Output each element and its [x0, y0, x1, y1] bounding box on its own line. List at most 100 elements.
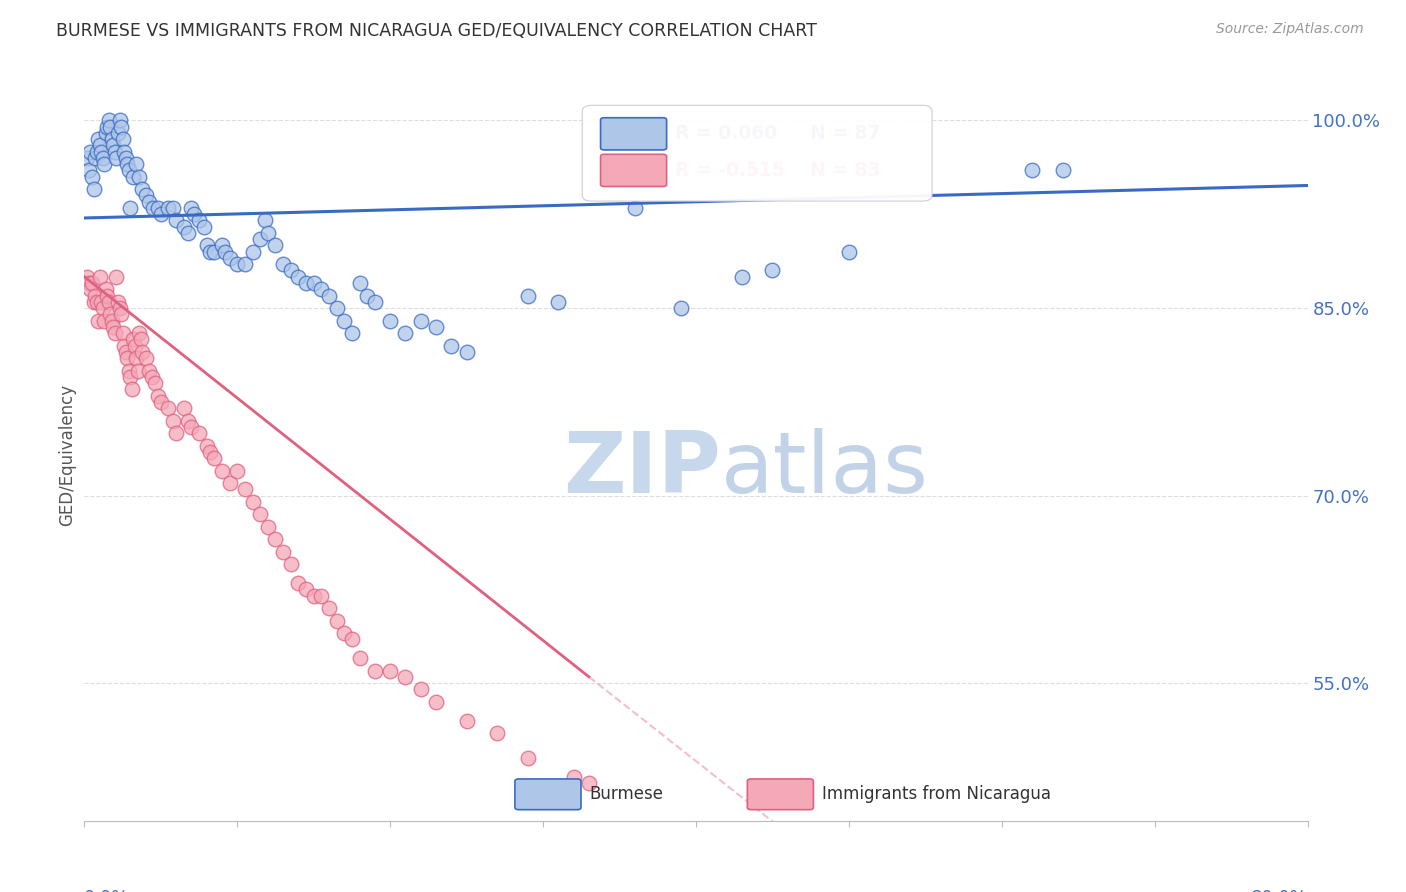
- Point: [146, 201, 169, 215]
- Point: [107, 294, 129, 309]
- Point: [264, 533, 287, 547]
- Point: [364, 664, 387, 678]
- Point: [86, 145, 108, 159]
- Point: [86, 294, 108, 309]
- Point: [440, 338, 463, 352]
- Point: [242, 495, 264, 509]
- Point: [112, 145, 135, 159]
- Point: [188, 425, 211, 440]
- Point: [120, 369, 142, 384]
- Point: [89, 138, 111, 153]
- Point: [157, 401, 180, 415]
- Point: [157, 201, 180, 215]
- Point: [195, 238, 218, 252]
- Point: [146, 388, 169, 402]
- Point: [98, 120, 121, 134]
- Point: [131, 182, 153, 196]
- Point: [108, 113, 131, 128]
- Point: [94, 282, 117, 296]
- Point: [90, 145, 112, 159]
- Point: [87, 313, 110, 327]
- Point: [311, 282, 333, 296]
- Point: [349, 276, 371, 290]
- Point: [516, 751, 538, 765]
- Point: [122, 332, 145, 346]
- FancyBboxPatch shape: [515, 779, 581, 810]
- Point: [125, 157, 148, 171]
- FancyBboxPatch shape: [582, 105, 932, 201]
- Point: [90, 294, 112, 309]
- Point: [120, 201, 142, 215]
- Text: Source: ZipAtlas.com: Source: ZipAtlas.com: [1216, 22, 1364, 37]
- Point: [214, 244, 236, 259]
- Point: [93, 313, 115, 327]
- Point: [195, 438, 218, 452]
- Point: [287, 576, 309, 591]
- Point: [180, 201, 202, 215]
- Text: ZIP: ZIP: [562, 428, 720, 511]
- Point: [547, 294, 569, 309]
- Point: [138, 363, 160, 377]
- Point: [105, 269, 128, 284]
- Text: Immigrants from Nicaragua: Immigrants from Nicaragua: [823, 785, 1050, 804]
- Point: [76, 269, 98, 284]
- FancyBboxPatch shape: [748, 779, 814, 810]
- Point: [516, 288, 538, 302]
- Point: [380, 313, 402, 327]
- Point: [173, 401, 195, 415]
- Point: [211, 464, 233, 478]
- Point: [325, 614, 347, 628]
- Point: [162, 413, 184, 427]
- Point: [177, 413, 200, 427]
- Point: [91, 301, 114, 315]
- Point: [280, 263, 302, 277]
- Point: [333, 313, 356, 327]
- Point: [180, 419, 202, 434]
- Point: [257, 226, 280, 240]
- Point: [731, 269, 754, 284]
- Point: [103, 319, 125, 334]
- Point: [114, 344, 136, 359]
- Point: [253, 213, 276, 227]
- Point: [173, 219, 195, 234]
- Point: [380, 664, 402, 678]
- Point: [84, 151, 107, 165]
- Text: Burmese: Burmese: [589, 785, 664, 804]
- Point: [311, 589, 333, 603]
- Point: [83, 294, 105, 309]
- Point: [131, 344, 153, 359]
- Text: BURMESE VS IMMIGRANTS FROM NICARAGUA GED/EQUIVALENCY CORRELATION CHART: BURMESE VS IMMIGRANTS FROM NICARAGUA GED…: [56, 22, 817, 40]
- Point: [101, 132, 124, 146]
- Point: [165, 213, 187, 227]
- Point: [98, 307, 121, 321]
- Point: [562, 770, 585, 784]
- Point: [356, 288, 378, 302]
- Point: [135, 188, 157, 202]
- Point: [257, 520, 280, 534]
- Point: [302, 589, 325, 603]
- FancyBboxPatch shape: [600, 118, 666, 150]
- Point: [97, 113, 120, 128]
- FancyBboxPatch shape: [600, 154, 666, 186]
- Text: 0.0%: 0.0%: [84, 889, 129, 892]
- Point: [425, 319, 447, 334]
- Point: [87, 132, 110, 146]
- Point: [138, 194, 160, 209]
- Point: [486, 726, 509, 740]
- Point: [249, 232, 271, 246]
- Point: [89, 269, 111, 284]
- Point: [149, 394, 172, 409]
- Point: [271, 545, 294, 559]
- Point: [127, 363, 149, 377]
- Point: [364, 294, 387, 309]
- Point: [135, 351, 157, 365]
- Point: [79, 282, 101, 296]
- Point: [122, 169, 145, 184]
- Point: [79, 145, 101, 159]
- Point: [141, 369, 163, 384]
- Text: N = 87: N = 87: [810, 124, 880, 144]
- Point: [125, 351, 148, 365]
- Point: [202, 244, 225, 259]
- Point: [162, 201, 184, 215]
- Point: [115, 157, 138, 171]
